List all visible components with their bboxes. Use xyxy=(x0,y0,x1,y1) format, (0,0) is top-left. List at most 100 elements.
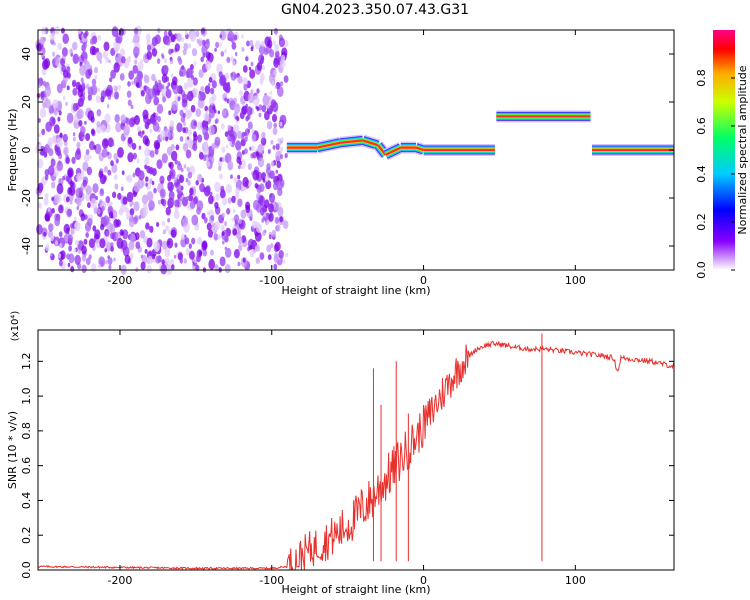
noise-speckle xyxy=(107,169,112,176)
noise-speckle xyxy=(122,196,128,205)
noise-speckle xyxy=(237,198,243,207)
noise-speckle xyxy=(102,50,108,59)
noise-speckle xyxy=(220,185,225,193)
noise-speckle xyxy=(172,84,180,95)
noise-speckle xyxy=(56,137,63,148)
noise-speckle xyxy=(174,159,178,165)
noise-speckle xyxy=(78,120,83,127)
noise-speckle xyxy=(72,41,78,51)
noise-speckle xyxy=(62,33,69,44)
noise-speckle xyxy=(176,122,183,133)
noise-speckle xyxy=(52,99,59,109)
noise-speckle xyxy=(277,86,284,97)
noise-speckle xyxy=(273,122,278,129)
noise-speckle xyxy=(155,246,159,253)
noise-speckle xyxy=(59,250,66,260)
noise-speckle xyxy=(224,264,231,274)
noise-speckle xyxy=(51,196,54,201)
noise-speckle xyxy=(83,238,88,245)
noise-speckle xyxy=(62,95,66,101)
noise-speckle xyxy=(52,51,56,57)
noise-speckle xyxy=(45,244,50,252)
noise-speckle xyxy=(195,180,199,186)
noise-speckle xyxy=(235,141,242,151)
noise-speckle xyxy=(163,65,169,74)
colorbar-ticks: 0.0 0.2 0.4 0.6 0.8 xyxy=(695,69,735,279)
noise-speckle xyxy=(189,187,194,196)
noise-speckle xyxy=(171,150,178,161)
x-tick-label: 0 xyxy=(420,274,427,287)
noise-speckle xyxy=(274,216,280,224)
noise-speckle xyxy=(179,136,184,142)
x-tick-label: -100 xyxy=(259,274,284,287)
snr-series-line xyxy=(37,340,675,571)
noise-speckle xyxy=(274,43,280,52)
noise-speckle xyxy=(249,39,254,47)
noise-speckle xyxy=(57,116,61,122)
noise-speckle xyxy=(227,135,231,142)
noise-speckle xyxy=(179,66,187,77)
noise-speckle xyxy=(86,257,91,266)
noise-speckle xyxy=(249,69,256,79)
noise-speckle xyxy=(192,143,198,152)
noise-speckle xyxy=(245,56,249,62)
noise-speckle xyxy=(47,217,50,222)
noise-speckle xyxy=(144,138,150,147)
noise-speckle xyxy=(94,66,98,74)
noise-speckle xyxy=(135,241,141,249)
noise-speckle xyxy=(238,244,243,252)
noise-speckle xyxy=(219,157,223,162)
noise-speckle xyxy=(196,254,201,263)
noise-speckle xyxy=(85,232,89,238)
noise-speckle xyxy=(190,68,194,75)
noise-speckle xyxy=(237,174,241,180)
noise-speckle xyxy=(264,111,270,121)
noise-speckle xyxy=(112,142,115,147)
noise-speckle xyxy=(220,123,225,130)
noise-speckle xyxy=(110,242,114,248)
noise-speckle xyxy=(222,197,228,206)
noise-speckle xyxy=(166,238,174,249)
noise-speckle xyxy=(261,138,264,143)
colorbar-tick-label: 0.6 xyxy=(695,117,708,135)
noise-speckle xyxy=(156,222,160,227)
noise-speckle xyxy=(94,229,101,240)
noise-speckle xyxy=(146,50,153,60)
noise-speckle xyxy=(114,114,120,123)
noise-speckle xyxy=(43,197,49,206)
noise-speckle xyxy=(143,74,150,84)
noise-speckle xyxy=(65,175,70,182)
noise-speckle xyxy=(187,43,192,49)
noise-speckle xyxy=(133,33,140,45)
noise-speckle xyxy=(185,149,192,159)
noise-speckle xyxy=(41,27,46,35)
noise-speckle xyxy=(43,58,51,69)
noise-speckle xyxy=(197,173,203,183)
noise-speckle xyxy=(227,124,232,131)
noise-speckle xyxy=(193,133,198,141)
noise-speckle xyxy=(195,108,201,117)
noise-speckle xyxy=(227,197,232,204)
noise-speckle xyxy=(170,143,175,151)
noise-speckle xyxy=(58,110,62,116)
noise-speckle xyxy=(278,37,285,48)
noise-speckle xyxy=(137,61,144,72)
noise-speckle xyxy=(70,223,74,229)
noise-speckle xyxy=(242,257,246,263)
noise-speckle xyxy=(149,225,154,233)
noise-speckle xyxy=(95,95,101,104)
noise-speckle xyxy=(269,170,275,179)
noise-speckle xyxy=(80,213,86,222)
y-tick-label: -20 xyxy=(20,189,33,207)
noise-speckle xyxy=(240,209,247,219)
noise-speckle xyxy=(219,42,222,47)
noise-speckle xyxy=(175,144,180,151)
noise-speckle xyxy=(63,69,69,78)
noise-speckle xyxy=(66,208,72,218)
noise-speckle xyxy=(176,33,182,42)
noise-speckle xyxy=(161,221,166,227)
noise-region xyxy=(35,25,289,275)
noise-speckle xyxy=(196,200,204,212)
noise-speckle xyxy=(266,219,270,225)
noise-speckle xyxy=(43,151,48,158)
